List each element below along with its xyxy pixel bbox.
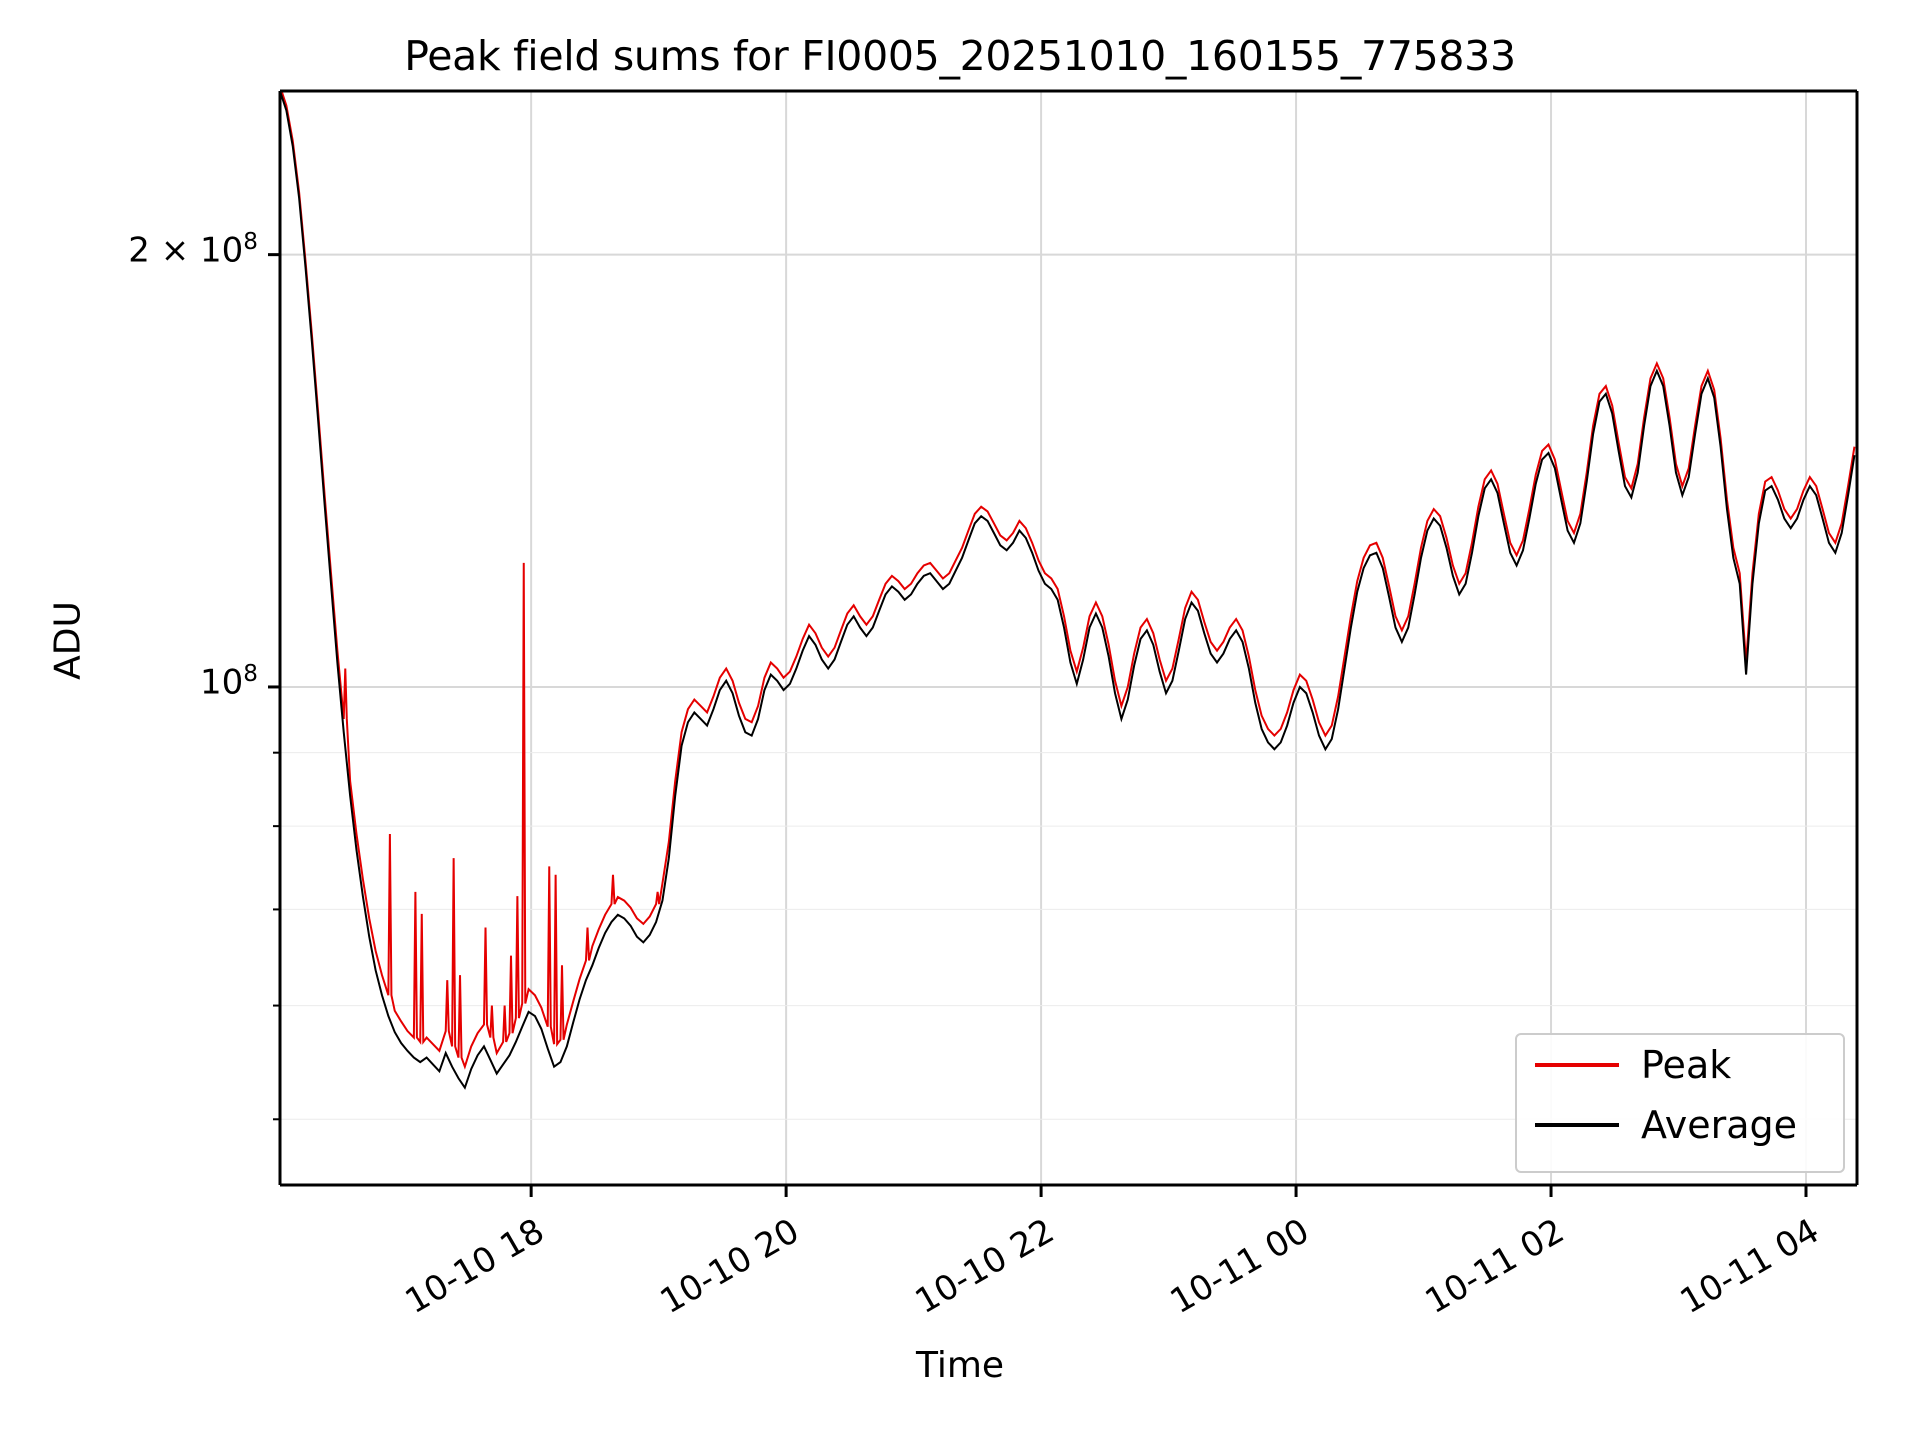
y-tick-label: 108 bbox=[200, 660, 258, 703]
y-tick-label: 2 × 108 bbox=[128, 228, 258, 270]
legend-label-average: Average bbox=[1641, 1103, 1798, 1147]
legend-label-peak: Peak bbox=[1641, 1043, 1732, 1087]
chart-legend[interactable]: Peak Average bbox=[1515, 1033, 1845, 1173]
legend-line-swatch-peak bbox=[1535, 1063, 1619, 1067]
legend-entry-peak[interactable]: Peak bbox=[1517, 1035, 1843, 1095]
axes-spines bbox=[278, 89, 1859, 1187]
axis-ticks bbox=[268, 253, 1808, 1197]
y-axis-label: ADU bbox=[47, 601, 89, 680]
chart-title: Peak field sums for FI0005_20251010_1601… bbox=[404, 32, 1516, 80]
series-lines bbox=[280, 91, 1856, 1090]
x-axis-label: Time bbox=[915, 1345, 1005, 1386]
grid-lines bbox=[280, 91, 1857, 1185]
legend-entry-average[interactable]: Average bbox=[1517, 1095, 1843, 1155]
legend-line-swatch-average bbox=[1535, 1123, 1619, 1127]
